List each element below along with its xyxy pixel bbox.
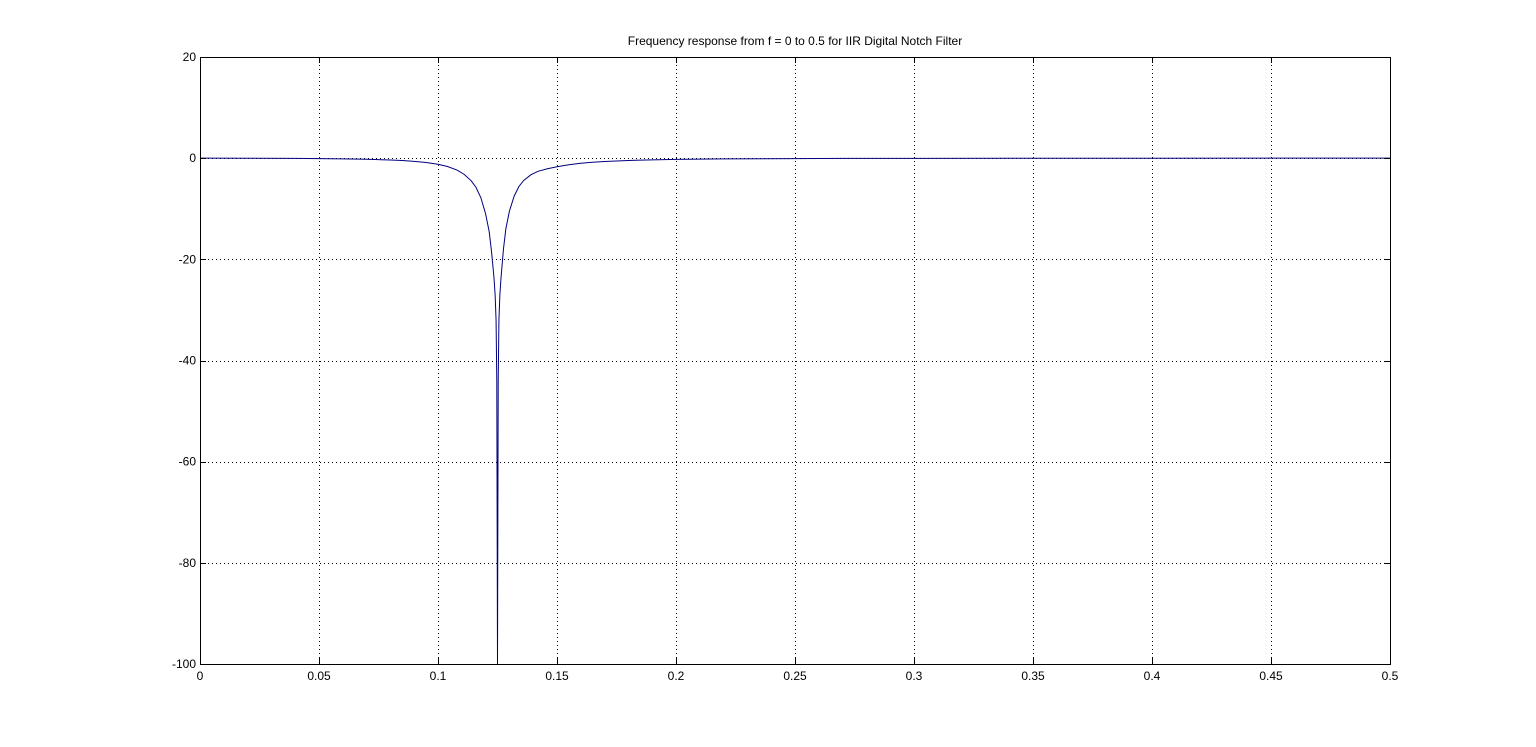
x-tick-label: 0.05 bbox=[307, 669, 331, 683]
series-line bbox=[199, 157, 1391, 665]
plot-area bbox=[200, 57, 1390, 664]
x-tick-label: 0.1 bbox=[430, 669, 447, 683]
y-tick-label: -60 bbox=[179, 455, 197, 469]
x-tick-label: 0.2 bbox=[668, 669, 685, 683]
x-tick-label: 0.45 bbox=[1259, 669, 1283, 683]
x-tick-label: 0.5 bbox=[1382, 669, 1399, 683]
tick-label-layer: 0 0.05 0.1 0.15 0.2 0.25 0.3 0.35 0.4 0.45 0.5200-… bbox=[172, 50, 1399, 683]
x-tick-label: 0.25 bbox=[783, 669, 807, 683]
x-tick-label: 0.4 bbox=[1144, 669, 1161, 683]
y-tick-label: -40 bbox=[179, 354, 197, 368]
tick-layer bbox=[200, 57, 1391, 665]
y-tick-label: -100 bbox=[172, 657, 196, 671]
y-tick-label: -80 bbox=[179, 556, 197, 570]
x-tick-label: 0 bbox=[197, 669, 204, 683]
series-layer bbox=[199, 157, 1391, 665]
x-tick-label: 0.3 bbox=[906, 669, 923, 683]
x-tick-label: 0.35 bbox=[1021, 669, 1045, 683]
y-tick-label: -20 bbox=[179, 252, 197, 266]
y-tick-label: 0 bbox=[189, 151, 196, 165]
x-tick-label: 0.15 bbox=[545, 669, 569, 683]
chart-title: Frequency response from f = 0 to 0.5 for… bbox=[628, 34, 962, 48]
y-tick-label: 20 bbox=[183, 50, 197, 64]
